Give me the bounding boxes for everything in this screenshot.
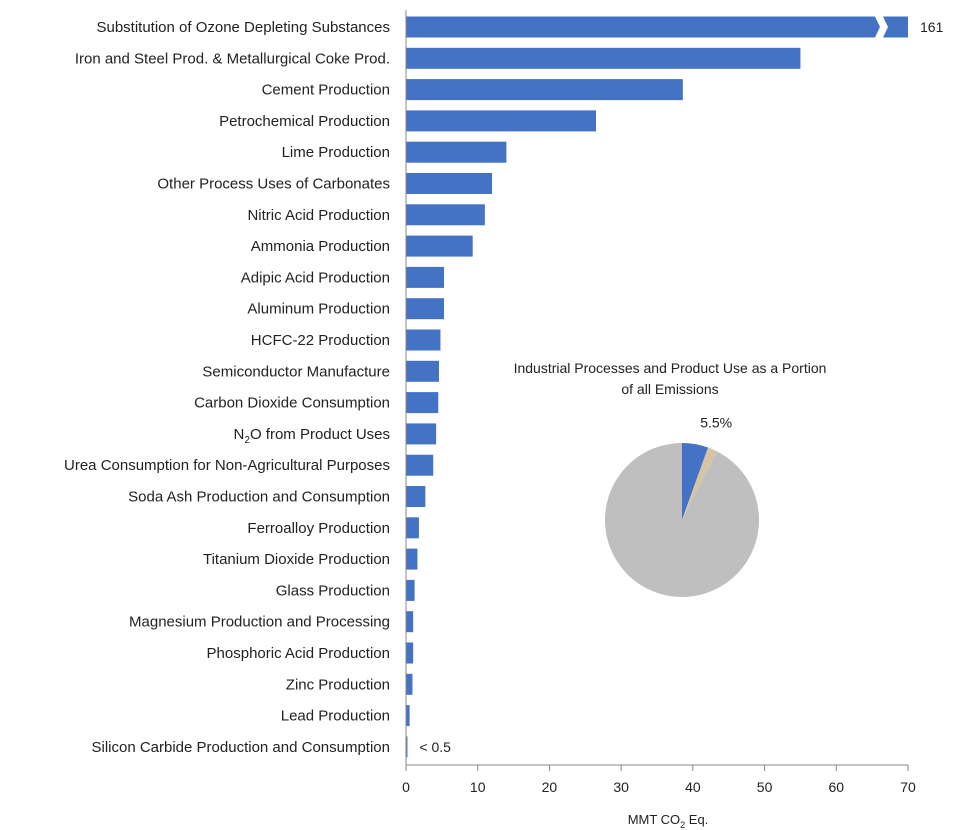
data-label: < 0.5: [419, 739, 451, 755]
bar-carbon-dioxide-consumption: [406, 392, 439, 414]
x-axis: 0 10 20 30 40 50 60 70 MMT CO2 Eq.: [402, 10, 916, 830]
bar-petrochemical-production: [406, 110, 597, 132]
category-label: Nitric Acid Production: [247, 207, 390, 224]
bar-lead-production: [406, 705, 410, 727]
category-label: Petrochemical Production: [219, 113, 390, 130]
bar-urea-consumption-for-non-agricultural-purposes: [406, 454, 434, 476]
bar-iron-and-steel-prod-metallurgical-coke-prod: [406, 47, 801, 69]
category-labels: Substitution of Ozone Depleting Substanc…: [64, 19, 944, 756]
bar-ammonia-production: [406, 235, 473, 257]
bar-titanium-dioxide-production: [406, 548, 418, 570]
bar-aluminum-production: [406, 298, 445, 320]
bar-adipic-acid-production: [406, 266, 445, 288]
bar-glass-production: [406, 579, 415, 601]
category-label: Urea Consumption for Non-Agricultural Pu…: [64, 457, 390, 474]
x-tick-label: 40: [685, 779, 701, 795]
bars-layer: [406, 14, 908, 758]
bar-n2o-from-product-uses: [406, 423, 437, 445]
category-label: Phosphoric Acid Production: [207, 645, 390, 662]
x-tick-label: 50: [757, 779, 773, 795]
x-tick-label: 70: [900, 779, 916, 795]
bar-phosphoric-acid-production: [406, 642, 414, 664]
bar-lime-production: [406, 141, 507, 163]
bar-ferroalloy-production: [406, 517, 419, 539]
category-label: Titanium Dioxide Production: [203, 551, 390, 568]
bar-magnesium-production-and-processing: [406, 611, 414, 633]
bar-nitric-acid-production: [406, 204, 485, 226]
pie-slice: [682, 447, 717, 520]
category-label: Iron and Steel Prod. & Metallurgical Cok…: [75, 50, 390, 67]
category-label: HCFC-22 Production: [251, 332, 390, 349]
x-tick-label: 60: [828, 779, 844, 795]
category-label: Ferroalloy Production: [247, 520, 390, 537]
bar-silicon-carbide-production-and-consumption: [406, 736, 408, 758]
pie-chart: Industrial Processes and Product Use as …: [514, 360, 827, 597]
category-label: Magnesium Production and Processing: [129, 614, 390, 631]
bar-semiconductor-manufacture: [406, 360, 439, 382]
category-label: Substitution of Ozone Depleting Substanc…: [96, 19, 390, 36]
axis-break-marker: [874, 14, 888, 40]
pie-title: Industrial Processes and Product Use as …: [514, 360, 827, 397]
category-label: Semiconductor Manufacture: [202, 363, 390, 380]
bar-zinc-production: [406, 673, 413, 695]
category-label: Glass Production: [276, 582, 390, 599]
x-axis-title: MMT CO2 Eq.: [628, 812, 709, 830]
category-label: Adipic Acid Production: [241, 269, 390, 286]
category-label: Lime Production: [282, 144, 390, 161]
category-label: N2O from Product Uses: [234, 426, 390, 446]
x-tick-label: 10: [470, 779, 486, 795]
bar-soda-ash-production-and-consumption: [406, 486, 426, 507]
data-label: 161: [920, 19, 944, 35]
x-tick-label: 30: [613, 779, 629, 795]
bar-other-process-uses-of-carbonates: [406, 173, 493, 194]
x-tick-label: 20: [542, 779, 558, 795]
pie-slice: [604, 443, 759, 597]
pie-slice-label: 5.5%: [700, 414, 732, 430]
category-label: Lead Production: [281, 708, 390, 725]
pie-slice: [682, 443, 709, 520]
bar-cement-production: [406, 79, 683, 101]
category-label: Cement Production: [262, 82, 390, 99]
category-label: Other Process Uses of Carbonates: [157, 176, 390, 193]
category-label: Ammonia Production: [251, 238, 390, 255]
category-label: Aluminum Production: [247, 301, 390, 318]
bar-substitution-of-ozone-depleting-substances: [406, 16, 908, 38]
category-label: Soda Ash Production and Consumption: [128, 489, 390, 506]
category-label: Silicon Carbide Production and Consumpti…: [91, 739, 390, 756]
x-tick-label: 0: [402, 779, 410, 795]
category-label: Carbon Dioxide Consumption: [194, 395, 390, 412]
bar-hcfc-22-production: [406, 329, 441, 351]
category-label: Zinc Production: [286, 676, 390, 693]
